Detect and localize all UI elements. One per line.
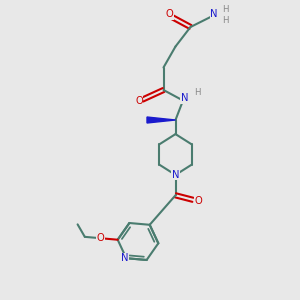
Text: H: H (194, 88, 201, 97)
Text: O: O (135, 96, 143, 106)
Text: H: H (222, 4, 228, 14)
Text: N: N (121, 253, 128, 263)
Text: O: O (166, 9, 173, 19)
Text: N: N (210, 9, 218, 19)
Polygon shape (147, 117, 176, 123)
Text: H: H (222, 16, 228, 25)
Text: O: O (97, 232, 104, 243)
Text: N: N (181, 93, 188, 103)
Text: O: O (194, 196, 202, 206)
Text: N: N (172, 170, 179, 180)
